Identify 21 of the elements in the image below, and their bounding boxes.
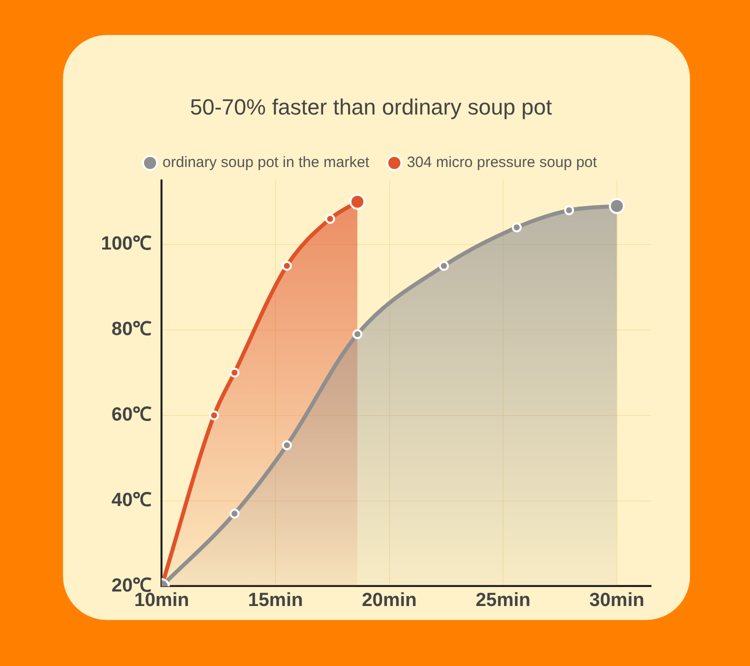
x-tick-label: 20min	[362, 590, 417, 611]
x-tick-label: 30min	[589, 590, 644, 611]
point	[325, 214, 336, 224]
point	[282, 260, 292, 271]
y-tick-label: 40℃	[112, 490, 152, 512]
point	[564, 205, 574, 216]
x-tick-label: 15min	[248, 590, 303, 611]
x-tick-label: 25min	[476, 590, 531, 611]
y-tick-label: 60℃	[112, 404, 152, 426]
y-tick-label: 100℃	[101, 234, 152, 255]
point	[230, 368, 240, 378]
point	[282, 440, 292, 450]
point	[512, 222, 522, 232]
point	[352, 329, 362, 340]
point	[438, 260, 449, 271]
y-tick-label: 80℃	[112, 319, 152, 340]
point	[230, 508, 240, 519]
legend-label: 304 micro pressure soup pot	[406, 154, 598, 172]
legend-label: ordinary soup pot in the market	[162, 154, 370, 172]
point	[209, 410, 220, 420]
chart-title: 50-70% faster than ordinary soup pot	[190, 94, 552, 120]
